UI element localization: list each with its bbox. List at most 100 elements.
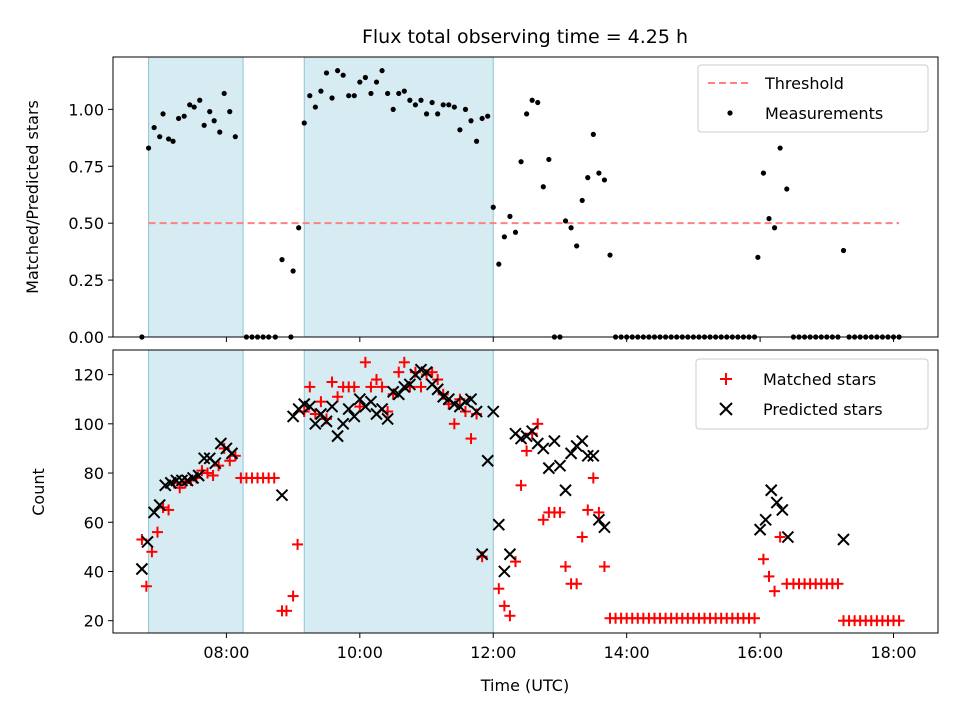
y-tick-label: 20 bbox=[84, 612, 104, 631]
measurement-point bbox=[170, 138, 176, 144]
x-marker-b bbox=[403, 378, 417, 391]
measurement-point bbox=[451, 104, 457, 110]
measurement-point bbox=[535, 99, 541, 106]
predicted-star-point bbox=[765, 484, 778, 497]
matched-star-point bbox=[465, 433, 477, 445]
measurement-point bbox=[596, 170, 602, 176]
measurement-point bbox=[840, 247, 847, 254]
measurement-point bbox=[181, 113, 187, 119]
x-marker-b bbox=[781, 530, 795, 544]
measurement-point bbox=[529, 97, 535, 103]
predicted-star-point bbox=[403, 378, 417, 391]
measurement-point bbox=[187, 102, 193, 108]
legend-matched-swatch bbox=[720, 373, 732, 385]
measurement-point bbox=[760, 170, 767, 176]
x-marker-b bbox=[553, 459, 567, 472]
top-legend-box bbox=[697, 64, 929, 133]
measurement-point bbox=[201, 122, 207, 128]
x-tick-label: 16:00 bbox=[737, 643, 783, 662]
y-tick-label: 40 bbox=[84, 562, 104, 581]
y-tick-label: 1.00 bbox=[68, 100, 104, 119]
measurement-point bbox=[279, 257, 285, 263]
predicted-star-point bbox=[498, 565, 511, 578]
x-marker-b bbox=[753, 523, 767, 536]
measurement-point bbox=[540, 184, 546, 190]
measurement-point bbox=[429, 99, 435, 106]
matched-star-point bbox=[757, 553, 769, 565]
predicted-star-point bbox=[225, 447, 239, 460]
matched-star-point bbox=[582, 504, 594, 516]
measurement-point bbox=[501, 234, 507, 240]
matched-star-point bbox=[304, 381, 316, 393]
legend-measurements-label: Measurements bbox=[765, 104, 883, 123]
measurement-point bbox=[290, 268, 296, 274]
matched-star-point bbox=[140, 580, 152, 592]
matched-star-point bbox=[448, 418, 460, 430]
matched-star-point bbox=[202, 467, 214, 479]
matched-star-point bbox=[280, 605, 292, 617]
matched-star-point bbox=[509, 556, 521, 568]
matched-star-point bbox=[268, 472, 280, 484]
predicted-star-point bbox=[581, 449, 594, 463]
measurement-point bbox=[401, 88, 407, 94]
x-marker-b bbox=[542, 461, 556, 475]
matched-star-point bbox=[774, 531, 786, 543]
x-marker-b bbox=[386, 385, 400, 399]
measurement-point bbox=[357, 79, 363, 85]
x-marker-b bbox=[537, 442, 550, 455]
predicted-star-point bbox=[470, 405, 483, 418]
legend-threshold-label: Threshold bbox=[764, 74, 844, 93]
predicted-star-point bbox=[420, 365, 433, 379]
predicted-star-point bbox=[141, 535, 154, 549]
x-marker-b bbox=[197, 452, 211, 465]
measurement-point bbox=[211, 118, 217, 124]
predicted-star-point bbox=[364, 395, 378, 408]
legend-predicted-swatch bbox=[719, 402, 733, 416]
top-legend: Threshold Measurements bbox=[697, 64, 929, 133]
x-marker-b bbox=[141, 535, 154, 549]
predicted-star-point bbox=[320, 415, 333, 428]
measurement-point bbox=[221, 90, 227, 97]
predicted-star-point bbox=[348, 410, 361, 423]
measurement-point bbox=[423, 111, 430, 117]
legend-measurements-swatch bbox=[727, 110, 733, 116]
measurement-point bbox=[473, 138, 480, 144]
x-marker-b bbox=[464, 393, 478, 406]
matched-star-point bbox=[515, 479, 527, 491]
matched-star-point bbox=[493, 583, 505, 595]
matched-star-point bbox=[504, 610, 516, 622]
x-axis-label: Time (UTC) bbox=[480, 676, 569, 695]
matched-star-point bbox=[354, 401, 366, 413]
measurement-point bbox=[197, 97, 203, 103]
x-marker-b bbox=[170, 474, 183, 487]
predicted-star-point bbox=[135, 562, 149, 576]
matched-star-point bbox=[196, 465, 208, 477]
x-marker-b bbox=[525, 425, 539, 438]
predicted-star-point bbox=[175, 474, 189, 487]
x-marker-b bbox=[286, 410, 300, 423]
x-tick-label: 18:00 bbox=[870, 643, 916, 662]
bottom-panel: 20 40 60 80 100 120 08:00 10:00 12:00 14:00 16:00… bbox=[29, 349, 939, 695]
matched-star-point bbox=[769, 585, 781, 597]
predicted-star-point bbox=[331, 429, 344, 443]
measurement-point bbox=[312, 104, 318, 110]
x-marker-b bbox=[581, 449, 594, 463]
x-marker-b bbox=[320, 415, 333, 428]
x-marker-b bbox=[548, 434, 561, 448]
predicted-star-point bbox=[781, 530, 795, 544]
x-marker-b bbox=[153, 498, 166, 512]
legend-matched-label: Matched stars bbox=[763, 370, 876, 389]
matched-star-point bbox=[292, 538, 304, 550]
bottom-legend-box bbox=[695, 358, 929, 430]
shaded-interval-1 bbox=[148, 56, 244, 338]
measurement-point bbox=[412, 102, 419, 108]
x-marker-b bbox=[392, 388, 405, 401]
measurement-point bbox=[418, 97, 424, 103]
x-marker-b bbox=[414, 363, 428, 376]
matched-star-point bbox=[415, 381, 427, 393]
predicted-star-point bbox=[525, 425, 539, 438]
x-marker-b bbox=[431, 383, 444, 396]
x-marker-b bbox=[503, 548, 517, 561]
measurement-point bbox=[496, 261, 502, 267]
